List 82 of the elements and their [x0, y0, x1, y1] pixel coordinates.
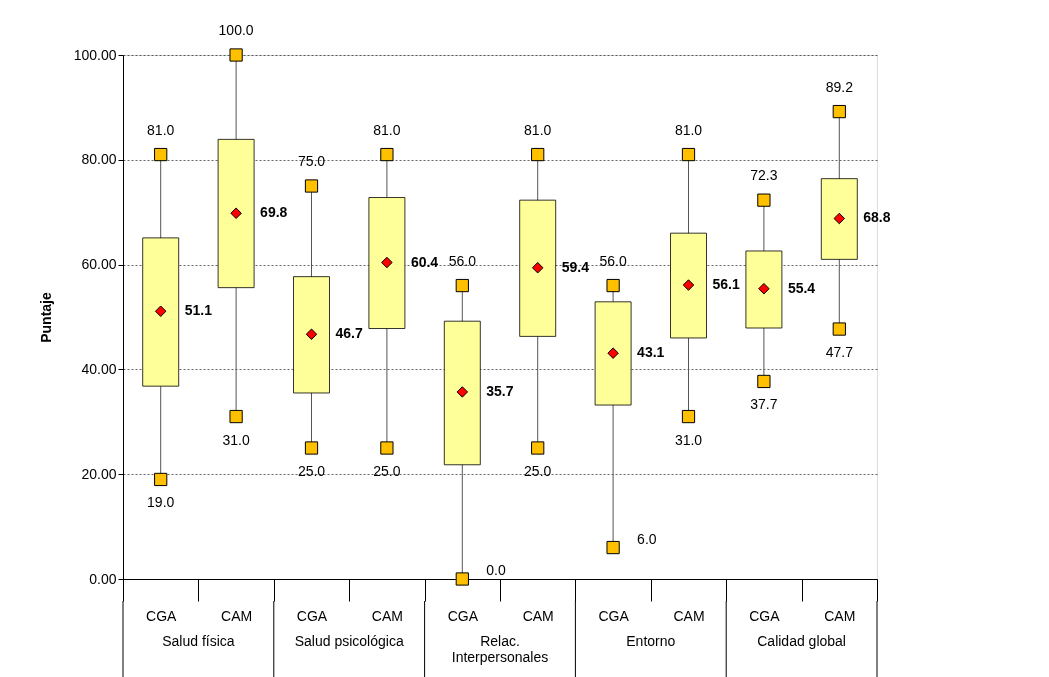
x-tick-label: CAM — [371, 607, 403, 624]
data-label: 69.8 — [260, 204, 288, 221]
data-label: 51.1 — [184, 302, 213, 319]
y-tick-label: 60.00 — [81, 256, 117, 273]
x-tick-label: CAM — [824, 607, 856, 624]
data-label: 72.3 — [750, 167, 778, 184]
point — [531, 147, 545, 162]
point — [455, 572, 469, 586]
x-tick-label: CGA — [447, 607, 479, 624]
point — [229, 48, 243, 62]
data-label: 56.1 — [712, 276, 740, 293]
point — [154, 472, 168, 487]
x-tick-label: CAM — [673, 607, 705, 624]
point — [758, 282, 770, 295]
point — [531, 262, 544, 274]
data-label: 25.0 — [524, 463, 552, 479]
data-label: 60.4 — [410, 253, 439, 270]
data-label: 19.0 — [147, 494, 175, 511]
y-tick-label: 80.00 — [81, 151, 117, 168]
data-label: 47.7 — [825, 344, 854, 361]
data-label: 56.0 — [448, 252, 477, 269]
text: Relac. Interpersonales — [451, 633, 549, 665]
x-tick-label: CGA — [598, 607, 630, 624]
data-label: 43.1 — [637, 344, 665, 361]
data-label: 68.8 — [863, 209, 891, 226]
data-label: 59.4 — [561, 258, 590, 275]
text: Salud física — [162, 633, 235, 649]
data-label: 81.0 — [147, 121, 175, 138]
point — [304, 441, 319, 455]
data-label: 37.7 — [750, 396, 778, 413]
x-tick-label: CGA — [296, 607, 328, 624]
data-label: 25.0 — [297, 463, 326, 479]
data-label: 25.0 — [373, 463, 401, 479]
data-label: 81.0 — [373, 121, 401, 138]
point — [681, 409, 696, 424]
point — [305, 328, 318, 341]
point — [757, 193, 771, 207]
data-label: 89.2 — [825, 78, 854, 95]
y-tick-label: 20.00 — [81, 465, 117, 482]
x-tick-label: CGA — [749, 607, 781, 624]
data-label: 35.7 — [486, 382, 514, 399]
data-label: 100.0 — [218, 22, 254, 38]
data-label: 31.0 — [674, 431, 703, 448]
point — [230, 207, 242, 219]
point — [455, 278, 469, 293]
point — [832, 104, 846, 119]
data-label: 81.0 — [674, 121, 703, 138]
y-axis-title: Puntaje — [37, 292, 54, 343]
y-tick-label: 0.00 — [89, 570, 117, 587]
point — [833, 212, 846, 225]
x-tick-label: CGA — [146, 607, 178, 624]
data-label: 75.0 — [297, 153, 326, 169]
point — [757, 374, 771, 389]
point — [154, 305, 167, 317]
point — [531, 441, 545, 455]
point — [606, 278, 620, 293]
point — [832, 322, 846, 336]
data-label: 46.7 — [335, 325, 363, 342]
point — [229, 409, 243, 424]
point — [380, 147, 394, 162]
data-label: 55.4 — [787, 279, 816, 296]
point — [380, 441, 394, 455]
point — [606, 540, 620, 555]
text: Calidad global — [757, 633, 846, 649]
point — [682, 279, 695, 291]
data-label: 31.0 — [222, 431, 250, 448]
text: Salud psicológica — [294, 633, 404, 649]
point — [607, 347, 619, 359]
x-tick-label: CAM — [221, 607, 253, 624]
point — [681, 147, 696, 162]
point — [304, 179, 319, 193]
text: Entorno — [626, 633, 676, 649]
y-tick-label: 100.00 — [73, 46, 117, 63]
x-tick-label: CAM — [522, 607, 554, 624]
data-label: 0.0 — [486, 562, 506, 578]
point — [456, 386, 469, 398]
point — [154, 147, 168, 162]
data-label: 81.0 — [524, 121, 552, 138]
data-label: 6.0 — [637, 530, 657, 547]
data-label: 56.0 — [599, 252, 627, 269]
point — [381, 256, 393, 269]
y-tick-label: 40.00 — [81, 360, 117, 377]
